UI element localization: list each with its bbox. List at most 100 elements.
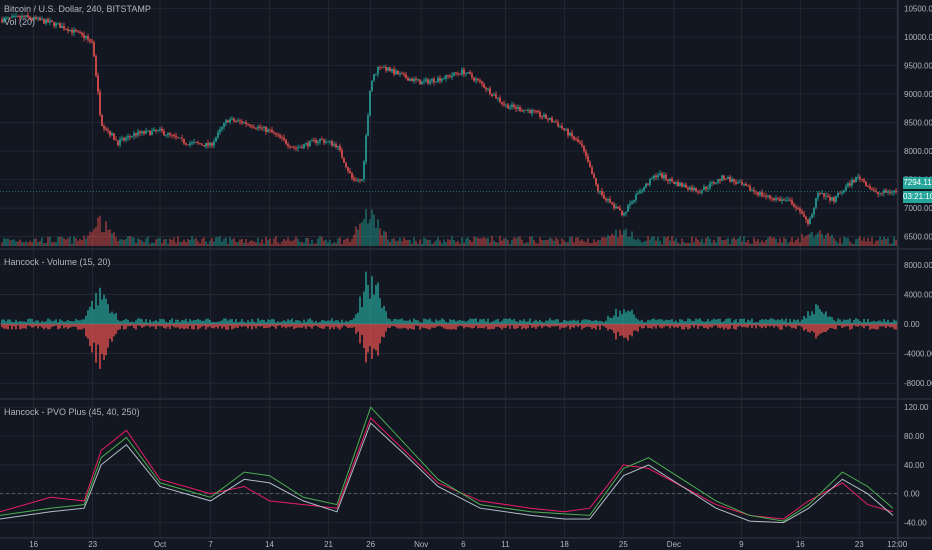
candle-body [771, 198, 773, 199]
candle-body [17, 16, 19, 17]
candle-body [867, 186, 869, 187]
volume-down-bar [281, 324, 283, 328]
volume-bar [839, 238, 841, 246]
volume-bar [381, 235, 383, 246]
volume-up-bar [265, 321, 267, 324]
volume-down-bar [625, 324, 627, 338]
volume-up-bar [175, 319, 177, 324]
volume-up-bar [701, 320, 703, 324]
volume-down-bar [427, 324, 429, 330]
volume-down-bar [321, 324, 323, 329]
candle-body [373, 74, 375, 81]
candle-body [669, 178, 671, 181]
volume-up-bar [605, 320, 607, 324]
volume-bar [79, 239, 81, 246]
candle-body [793, 204, 795, 208]
volume-bar [841, 243, 843, 246]
volume-down-bar [343, 324, 345, 326]
volume-down-bar [363, 324, 365, 349]
volume-bar [405, 239, 407, 246]
volume-down-bar [553, 324, 555, 327]
volume-pane-title[interactable]: Hancock - Volume (15, 20) [4, 257, 111, 267]
volume-down-bar [767, 324, 769, 326]
volume-down-bar [209, 324, 211, 327]
volume-down-bar [507, 324, 509, 326]
volume-bar [53, 242, 55, 246]
volume-bar [615, 229, 617, 246]
volume-down-bar [565, 324, 567, 328]
candle-body [893, 190, 895, 193]
volume-down-bar [53, 324, 55, 327]
volume-bar [431, 243, 433, 246]
volume-down-bar [823, 324, 825, 332]
volume-down-bar [485, 324, 487, 327]
volume-up-bar [449, 319, 451, 324]
candle-body [847, 183, 849, 187]
volume-down-bar [47, 324, 49, 330]
volume-up-bar [425, 319, 427, 324]
candle-body [27, 15, 29, 17]
volume-up-bar [431, 321, 433, 324]
volume-down-bar [605, 324, 607, 328]
volume-up-bar [413, 318, 415, 324]
volume-down-bar [567, 324, 569, 326]
volume-bar [157, 238, 159, 246]
volume-down-bar [383, 324, 385, 338]
volume-up-bar [417, 320, 419, 324]
volume-indicator-label[interactable]: Vol (20) [4, 17, 36, 27]
volume-up-bar [743, 318, 745, 324]
volume-down-bar [627, 324, 629, 341]
volume-up-bar [393, 319, 395, 324]
volume-bar [223, 238, 225, 246]
time-tick-label: 25 [619, 540, 628, 549]
candle-body [743, 184, 745, 185]
volume-down-bar [601, 324, 603, 326]
candle-body [343, 157, 345, 163]
volume-down-bar [747, 324, 749, 328]
candle-body [161, 128, 163, 131]
volume-bar [707, 236, 709, 246]
volume-up-bar [323, 320, 325, 324]
candle-body [401, 73, 403, 75]
volume-up-bar [621, 314, 623, 324]
volume-down-bar [387, 324, 389, 328]
volume-down-bar [691, 324, 693, 326]
candle-body [265, 126, 267, 132]
volume-down-bar [191, 324, 193, 330]
candle-body [457, 73, 459, 75]
volume-down-bar [253, 324, 255, 327]
candle-body [663, 174, 665, 179]
candle-body [585, 151, 587, 157]
volume-up-bar [877, 320, 879, 324]
volume-up-bar [227, 320, 229, 324]
volume-bars-overlay [1, 208, 897, 246]
candle-body [121, 138, 123, 140]
volume-up-bar [661, 319, 663, 324]
volume-bar [217, 237, 219, 246]
volume-down-bar [205, 324, 207, 330]
volume-bar [433, 242, 435, 246]
volume-up-bar [275, 322, 277, 324]
candle-body [39, 17, 41, 20]
pvo-pane-title[interactable]: Hancock - PVO Plus (45, 40, 250) [4, 407, 140, 417]
volume-bar [487, 237, 489, 246]
volume-up-bar [593, 320, 595, 324]
volume-down-bar [877, 324, 879, 330]
volume-up-bar [577, 320, 579, 324]
volume-down-bar [699, 324, 701, 327]
volume-down-bar [873, 324, 875, 329]
volume-down-bar [463, 324, 465, 329]
candle-body [889, 191, 891, 193]
volume-bar [297, 238, 299, 246]
candle-body [217, 132, 219, 138]
candle-body [587, 156, 589, 163]
candle-body [183, 138, 185, 144]
volume-bar [87, 235, 89, 246]
volume-bar [55, 242, 57, 246]
volume-up-bar [303, 319, 305, 324]
volume-up-bar [507, 318, 509, 324]
volume-bar [145, 238, 147, 246]
volume-down-bar [571, 324, 573, 328]
